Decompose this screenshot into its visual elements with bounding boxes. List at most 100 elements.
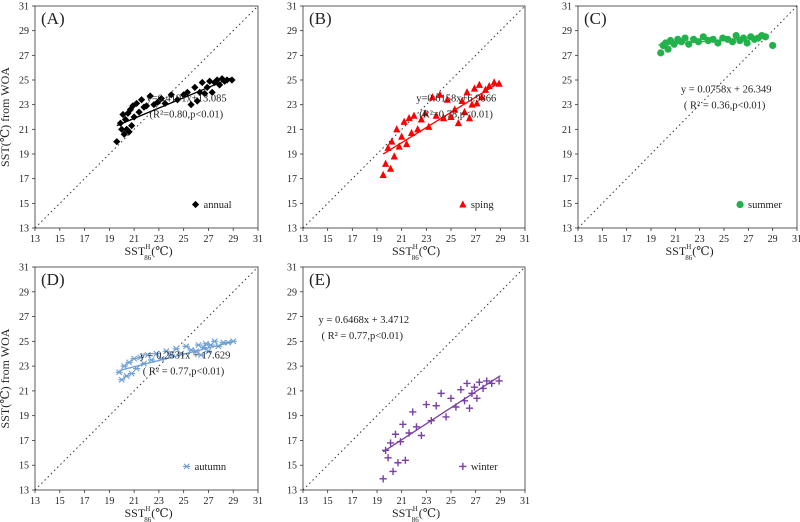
y-tick-label: 31 bbox=[19, 263, 29, 274]
data-point bbox=[769, 41, 777, 50]
x-axis-label-unit: (℃) bbox=[151, 506, 172, 520]
data-point bbox=[379, 170, 387, 178]
x-axis-label-unit: (℃) bbox=[151, 244, 172, 258]
regression-line bbox=[658, 35, 768, 46]
regression-stats: (R²=0.80,p<0.01) bbox=[150, 109, 224, 120]
x-tick-label: 19 bbox=[104, 234, 114, 245]
y-tick-label: 13 bbox=[287, 224, 297, 235]
y-tick-label: 31 bbox=[287, 2, 297, 13]
data-point bbox=[495, 377, 503, 385]
data-point bbox=[460, 107, 469, 116]
legend-label: annual bbox=[204, 200, 232, 211]
data-point bbox=[470, 84, 479, 92]
x-tick-label: 27 bbox=[203, 496, 213, 507]
x-tick-label: 21 bbox=[670, 234, 680, 245]
plot-frame bbox=[577, 5, 798, 229]
data-point bbox=[213, 76, 221, 84]
data-point bbox=[395, 142, 403, 150]
data-point bbox=[447, 112, 455, 120]
x-axis-label-main: SST bbox=[666, 244, 687, 258]
regression-equation: y = 0.2531x + 17.629 bbox=[140, 350, 231, 361]
y-tick-label: 27 bbox=[562, 51, 572, 62]
data-point bbox=[473, 99, 481, 107]
data-point bbox=[417, 115, 425, 123]
x-axis-label-unit: (℃) bbox=[419, 506, 440, 520]
data-point bbox=[120, 130, 128, 138]
legend-marker bbox=[736, 200, 744, 209]
data-point bbox=[475, 80, 483, 88]
data-point bbox=[463, 379, 471, 388]
x-tick-label: 15 bbox=[323, 234, 333, 245]
data-point bbox=[386, 439, 395, 447]
data-point bbox=[743, 39, 751, 47]
y-tick-label: 13 bbox=[19, 486, 29, 497]
data-point bbox=[417, 431, 425, 440]
one-to-one-line bbox=[302, 266, 526, 491]
data-point bbox=[172, 345, 180, 352]
y-tick-label: 25 bbox=[287, 337, 297, 348]
x-tick-label: 29 bbox=[495, 496, 505, 507]
y-tick-label: 23 bbox=[19, 362, 29, 373]
x-tick-label: 29 bbox=[228, 496, 238, 507]
x-axis-label-main: SST bbox=[125, 506, 146, 520]
y-tick-label: 13 bbox=[562, 224, 572, 235]
x-axis-label: SSTH 86(℃) bbox=[125, 243, 173, 262]
data-point bbox=[481, 85, 490, 93]
legend-marker bbox=[191, 200, 200, 209]
x-tick-label: 25 bbox=[446, 234, 456, 245]
data-point bbox=[140, 103, 148, 111]
data-point bbox=[183, 88, 191, 96]
y-tick-label: 17 bbox=[19, 436, 29, 447]
y-tick-label: 17 bbox=[287, 436, 297, 447]
y-tick-label: 27 bbox=[287, 51, 297, 62]
regression-stats: ( R² = 0.77,p<0.01) bbox=[322, 331, 404, 342]
x-tick-label: 21 bbox=[397, 234, 407, 245]
plot-frame bbox=[34, 266, 259, 491]
data-point bbox=[157, 94, 165, 103]
data-point bbox=[208, 88, 216, 96]
y-tick-label: 15 bbox=[287, 199, 297, 210]
data-point bbox=[436, 90, 444, 98]
data-point bbox=[187, 101, 195, 109]
x-tick-label: 29 bbox=[228, 234, 238, 245]
y-tick-label: 31 bbox=[287, 263, 297, 274]
regression-equation: y=0.6158x+6.9866 bbox=[416, 93, 496, 104]
y-axis-label: SST(℃) from WOA bbox=[0, 328, 12, 428]
x-axis-label-sub: 86 bbox=[685, 254, 693, 262]
y-tick-label: 19 bbox=[562, 150, 572, 161]
data-point bbox=[125, 359, 133, 366]
regression-equation: y=0.4191x+13.085 bbox=[147, 93, 227, 104]
legend-label: autumn bbox=[195, 462, 227, 473]
y-tick-label: 29 bbox=[287, 26, 297, 37]
x-tick-label: 31 bbox=[253, 496, 263, 507]
x-tick-label: 27 bbox=[471, 234, 481, 245]
x-tick-label: 25 bbox=[179, 496, 189, 507]
data-point bbox=[229, 338, 237, 345]
data-point bbox=[409, 408, 417, 416]
x-tick-label: 23 bbox=[154, 234, 164, 245]
x-tick-label: 17 bbox=[80, 496, 90, 507]
x-tick-label: 31 bbox=[520, 496, 530, 507]
data-point bbox=[457, 386, 465, 394]
data-point bbox=[391, 430, 400, 438]
x-tick-label: 17 bbox=[622, 234, 632, 245]
data-point bbox=[414, 125, 422, 133]
data-point bbox=[432, 111, 440, 119]
data-point bbox=[490, 78, 498, 86]
x-tick-label: 29 bbox=[768, 234, 778, 245]
data-point bbox=[197, 351, 205, 359]
data-point bbox=[167, 91, 175, 99]
regression-equation: y = 0.6468x + 3.4712 bbox=[319, 315, 410, 326]
data-point bbox=[384, 143, 392, 151]
x-tick-label: 21 bbox=[397, 496, 407, 507]
y-tick-label: 19 bbox=[287, 411, 297, 422]
y-tick-label: 29 bbox=[287, 287, 297, 298]
x-axis-label-sub: 86 bbox=[412, 254, 420, 262]
x-axis-label-sup: H bbox=[145, 243, 150, 251]
x-tick-label: 17 bbox=[347, 496, 357, 507]
x-axis-label-sup: H bbox=[145, 505, 150, 513]
